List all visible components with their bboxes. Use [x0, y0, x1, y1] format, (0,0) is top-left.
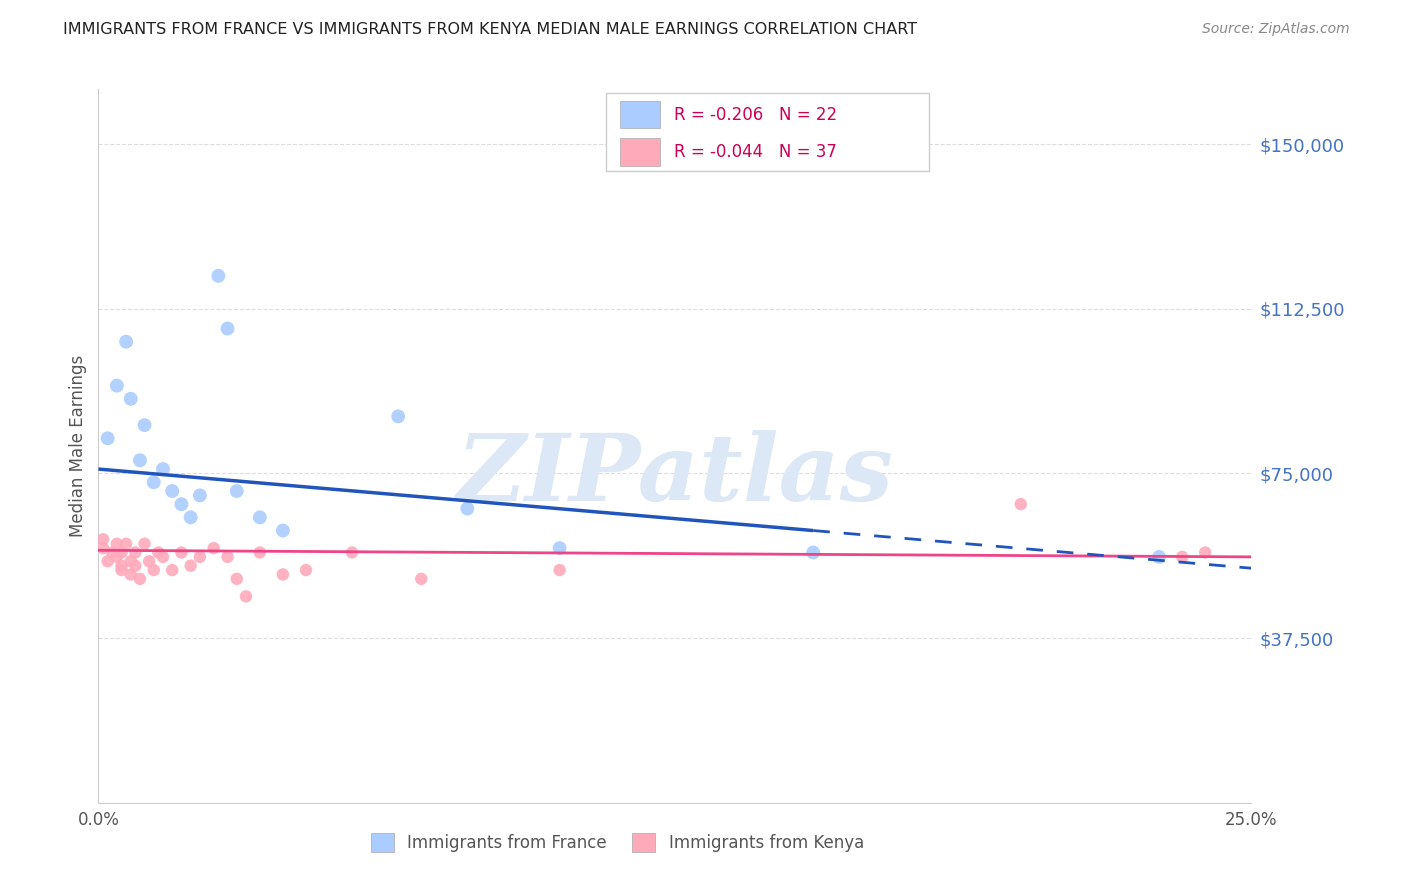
- FancyBboxPatch shape: [606, 93, 928, 171]
- Point: [152, 549, 174, 564]
- Point: [138, 554, 160, 568]
- Point: [105, 378, 128, 392]
- Point: [115, 334, 138, 349]
- Point: [180, 510, 202, 524]
- Point: [271, 567, 294, 582]
- Point: [249, 510, 271, 524]
- Point: [134, 418, 156, 433]
- Legend: Immigrants from France, Immigrants from Kenya: Immigrants from France, Immigrants from …: [357, 820, 877, 866]
- Point: [152, 462, 174, 476]
- Point: [148, 545, 170, 559]
- Point: [295, 563, 318, 577]
- Point: [91, 533, 114, 547]
- Point: [271, 524, 294, 538]
- Point: [387, 409, 409, 424]
- Point: [548, 563, 571, 577]
- Point: [134, 537, 156, 551]
- Text: Source: ZipAtlas.com: Source: ZipAtlas.com: [1202, 22, 1350, 37]
- Point: [142, 563, 165, 577]
- Point: [110, 563, 132, 577]
- Point: [188, 549, 211, 564]
- Point: [456, 501, 478, 516]
- Point: [160, 563, 183, 577]
- Point: [217, 321, 239, 335]
- Point: [202, 541, 225, 555]
- Point: [129, 453, 152, 467]
- Point: [180, 558, 202, 573]
- FancyBboxPatch shape: [620, 102, 659, 128]
- Y-axis label: Median Male Earnings: Median Male Earnings: [69, 355, 87, 537]
- Text: ZIPatlas: ZIPatlas: [457, 430, 893, 519]
- Point: [120, 567, 142, 582]
- Text: R = -0.206   N = 22: R = -0.206 N = 22: [673, 106, 837, 124]
- Point: [235, 590, 257, 604]
- Text: IMMIGRANTS FROM FRANCE VS IMMIGRANTS FROM KENYA MEDIAN MALE EARNINGS CORRELATION: IMMIGRANTS FROM FRANCE VS IMMIGRANTS FRO…: [63, 22, 917, 37]
- Point: [1147, 549, 1170, 564]
- Point: [129, 572, 152, 586]
- Point: [188, 488, 211, 502]
- Point: [249, 545, 271, 559]
- Point: [105, 549, 128, 564]
- Point: [101, 545, 124, 559]
- Point: [225, 572, 247, 586]
- Point: [91, 541, 114, 555]
- Point: [340, 545, 363, 559]
- Point: [160, 483, 183, 498]
- Point: [170, 545, 193, 559]
- Point: [124, 558, 146, 573]
- Point: [801, 545, 824, 559]
- Point: [110, 558, 132, 573]
- Point: [1171, 549, 1194, 564]
- FancyBboxPatch shape: [620, 138, 659, 166]
- Point: [115, 537, 138, 551]
- Point: [120, 392, 142, 406]
- Point: [1194, 545, 1216, 559]
- Text: R = -0.044   N = 37: R = -0.044 N = 37: [673, 143, 837, 161]
- Point: [105, 537, 128, 551]
- Point: [142, 475, 165, 490]
- Point: [1010, 497, 1032, 511]
- Point: [124, 545, 146, 559]
- Point: [120, 554, 142, 568]
- Point: [411, 572, 433, 586]
- Point: [110, 545, 132, 559]
- Point: [225, 483, 247, 498]
- Point: [207, 268, 229, 283]
- Point: [97, 431, 120, 445]
- Point: [217, 549, 239, 564]
- Point: [548, 541, 571, 555]
- Point: [97, 554, 120, 568]
- Point: [170, 497, 193, 511]
